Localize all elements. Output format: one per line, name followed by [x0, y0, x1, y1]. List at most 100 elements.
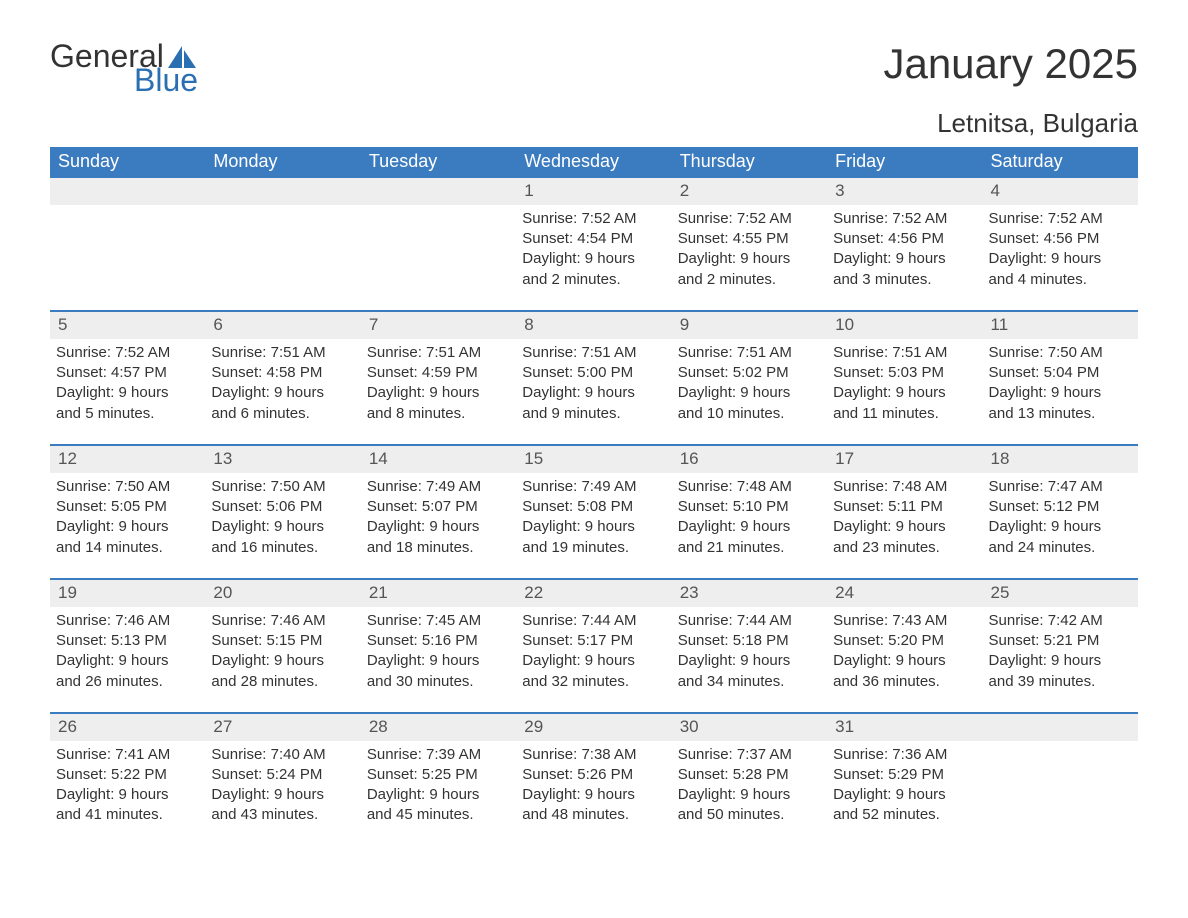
sunrise-line: Sunrise: 7:50 AM: [56, 477, 199, 497]
empty-cell: [50, 205, 205, 311]
day-details: Sunrise: 7:49 AMSunset: 5:07 PMDaylight:…: [361, 473, 516, 579]
day-number: 18: [983, 445, 1138, 473]
day-details: Sunrise: 7:52 AMSunset: 4:56 PMDaylight:…: [827, 205, 982, 311]
daylight-line-2: and 48 minutes.: [522, 805, 665, 825]
sunset-line: Sunset: 5:10 PM: [678, 497, 821, 517]
day-number: 31: [827, 713, 982, 741]
sunrise-line: Sunrise: 7:49 AM: [522, 477, 665, 497]
sunset-line: Sunset: 4:58 PM: [211, 363, 354, 383]
day-number: 30: [672, 713, 827, 741]
day-details: Sunrise: 7:52 AMSunset: 4:57 PMDaylight:…: [50, 339, 205, 445]
day-number: 1: [516, 177, 671, 205]
sunrise-line: Sunrise: 7:51 AM: [833, 343, 976, 363]
sunset-line: Sunset: 5:29 PM: [833, 765, 976, 785]
daylight-line-1: Daylight: 9 hours: [367, 383, 510, 403]
day-number: 4: [983, 177, 1138, 205]
day-details: Sunrise: 7:50 AMSunset: 5:04 PMDaylight:…: [983, 339, 1138, 445]
daylight-line-2: and 2 minutes.: [522, 270, 665, 290]
sunset-line: Sunset: 5:03 PM: [833, 363, 976, 383]
sunset-line: Sunset: 5:20 PM: [833, 631, 976, 651]
title-block: January 2025: [883, 40, 1138, 88]
day-number: 10: [827, 311, 982, 339]
sunrise-line: Sunrise: 7:40 AM: [211, 745, 354, 765]
day-details: Sunrise: 7:52 AMSunset: 4:55 PMDaylight:…: [672, 205, 827, 311]
daylight-line-1: Daylight: 9 hours: [367, 517, 510, 537]
day-number: 13: [205, 445, 360, 473]
daylight-line-1: Daylight: 9 hours: [833, 517, 976, 537]
daylight-line-1: Daylight: 9 hours: [833, 785, 976, 805]
sunset-line: Sunset: 4:55 PM: [678, 229, 821, 249]
day-number: 25: [983, 579, 1138, 607]
detail-row: Sunrise: 7:41 AMSunset: 5:22 PMDaylight:…: [50, 741, 1138, 846]
sunrise-line: Sunrise: 7:51 AM: [678, 343, 821, 363]
day-details: Sunrise: 7:41 AMSunset: 5:22 PMDaylight:…: [50, 741, 205, 846]
daylight-line-1: Daylight: 9 hours: [833, 249, 976, 269]
sunset-line: Sunset: 5:02 PM: [678, 363, 821, 383]
daylight-line-1: Daylight: 9 hours: [56, 651, 199, 671]
sunset-line: Sunset: 5:25 PM: [367, 765, 510, 785]
daylight-line-2: and 14 minutes.: [56, 538, 199, 558]
daylight-line-1: Daylight: 9 hours: [367, 785, 510, 805]
daylight-line-2: and 26 minutes.: [56, 672, 199, 692]
daylight-line-2: and 18 minutes.: [367, 538, 510, 558]
daylight-line-2: and 43 minutes.: [211, 805, 354, 825]
empty-cell: [361, 205, 516, 311]
logo: General Blue: [50, 40, 198, 96]
day-number: 9: [672, 311, 827, 339]
daylight-line-2: and 24 minutes.: [989, 538, 1132, 558]
day-details: Sunrise: 7:44 AMSunset: 5:18 PMDaylight:…: [672, 607, 827, 713]
day-number: 12: [50, 445, 205, 473]
sunrise-line: Sunrise: 7:48 AM: [833, 477, 976, 497]
sunrise-line: Sunrise: 7:49 AM: [367, 477, 510, 497]
sunrise-line: Sunrise: 7:42 AM: [989, 611, 1132, 631]
daylight-line-2: and 32 minutes.: [522, 672, 665, 692]
day-number: 3: [827, 177, 982, 205]
daylight-line-2: and 39 minutes.: [989, 672, 1132, 692]
weekday-header: Monday: [205, 147, 360, 177]
daylight-line-2: and 5 minutes.: [56, 404, 199, 424]
sunset-line: Sunset: 5:06 PM: [211, 497, 354, 517]
location-label: Letnitsa, Bulgaria: [50, 108, 1138, 139]
daylight-line-1: Daylight: 9 hours: [522, 785, 665, 805]
day-details: Sunrise: 7:48 AMSunset: 5:10 PMDaylight:…: [672, 473, 827, 579]
sunset-line: Sunset: 4:59 PM: [367, 363, 510, 383]
daylight-line-1: Daylight: 9 hours: [989, 517, 1132, 537]
day-number: 29: [516, 713, 671, 741]
day-number: 7: [361, 311, 516, 339]
day-details: Sunrise: 7:51 AMSunset: 5:02 PMDaylight:…: [672, 339, 827, 445]
sunset-line: Sunset: 5:04 PM: [989, 363, 1132, 383]
day-details: Sunrise: 7:51 AMSunset: 5:00 PMDaylight:…: [516, 339, 671, 445]
daylight-line-1: Daylight: 9 hours: [989, 383, 1132, 403]
weekday-header: Friday: [827, 147, 982, 177]
day-details: Sunrise: 7:50 AMSunset: 5:05 PMDaylight:…: [50, 473, 205, 579]
daynum-row: 567891011: [50, 311, 1138, 339]
sunrise-line: Sunrise: 7:47 AM: [989, 477, 1132, 497]
sunrise-line: Sunrise: 7:38 AM: [522, 745, 665, 765]
sunrise-line: Sunrise: 7:37 AM: [678, 745, 821, 765]
sunset-line: Sunset: 5:22 PM: [56, 765, 199, 785]
empty-cell: [983, 713, 1138, 741]
daylight-line-1: Daylight: 9 hours: [989, 651, 1132, 671]
header: General Blue January 2025: [50, 40, 1138, 96]
day-details: Sunrise: 7:46 AMSunset: 5:15 PMDaylight:…: [205, 607, 360, 713]
daylight-line-2: and 21 minutes.: [678, 538, 821, 558]
day-number: 14: [361, 445, 516, 473]
sunrise-line: Sunrise: 7:52 AM: [522, 209, 665, 229]
daylight-line-1: Daylight: 9 hours: [367, 651, 510, 671]
sunrise-line: Sunrise: 7:39 AM: [367, 745, 510, 765]
calendar-table: SundayMondayTuesdayWednesdayThursdayFrid…: [50, 147, 1138, 846]
empty-cell: [205, 177, 360, 205]
daylight-line-2: and 34 minutes.: [678, 672, 821, 692]
day-details: Sunrise: 7:36 AMSunset: 5:29 PMDaylight:…: [827, 741, 982, 846]
daylight-line-2: and 2 minutes.: [678, 270, 821, 290]
daynum-row: 19202122232425: [50, 579, 1138, 607]
daylight-line-1: Daylight: 9 hours: [678, 785, 821, 805]
daylight-line-1: Daylight: 9 hours: [678, 249, 821, 269]
sunset-line: Sunset: 5:00 PM: [522, 363, 665, 383]
daylight-line-2: and 10 minutes.: [678, 404, 821, 424]
daylight-line-1: Daylight: 9 hours: [56, 517, 199, 537]
daylight-line-1: Daylight: 9 hours: [678, 517, 821, 537]
day-number: 6: [205, 311, 360, 339]
sunset-line: Sunset: 5:28 PM: [678, 765, 821, 785]
daylight-line-2: and 28 minutes.: [211, 672, 354, 692]
